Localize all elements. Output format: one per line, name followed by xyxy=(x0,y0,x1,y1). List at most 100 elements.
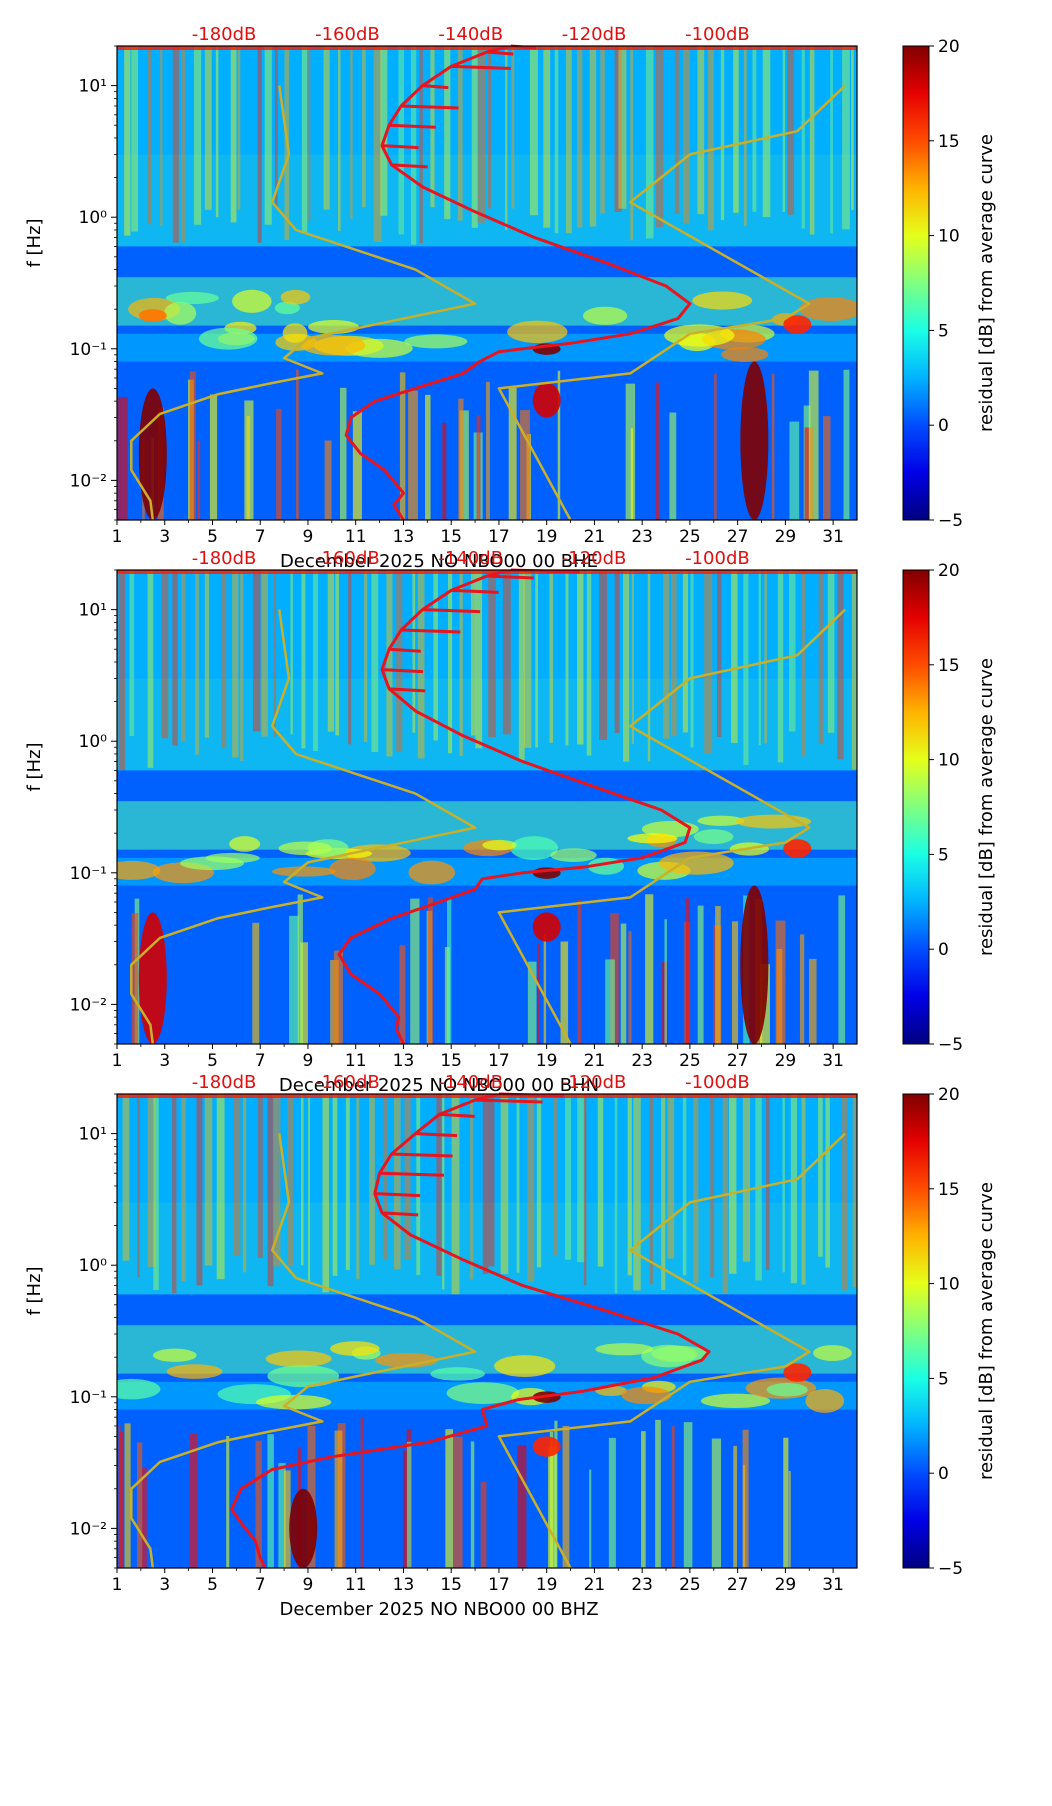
x-tick-label: 1 xyxy=(112,1575,123,1595)
colorbar-tick-label: 10 xyxy=(938,227,960,247)
x-tick-label: 23 xyxy=(631,1051,653,1071)
y-tick-label: 10¹ xyxy=(79,601,107,621)
high-residual-spot xyxy=(532,382,561,418)
x-tick-label: 7 xyxy=(255,1051,266,1071)
y-axis-label: f [Hz] xyxy=(24,218,45,267)
noise-curve-spike xyxy=(451,588,499,594)
colorbar-tick-label: −5 xyxy=(938,1559,963,1579)
colorbar-tick-label: −5 xyxy=(938,1035,963,1055)
x-tick-label: 3 xyxy=(159,527,170,547)
x-tick-label: 7 xyxy=(255,527,266,547)
noise-curve-spike xyxy=(401,104,459,110)
x-tick-label: 31 xyxy=(822,1051,844,1071)
colorbar-tick-label: 15 xyxy=(938,132,960,152)
x-tick-label: 27 xyxy=(727,1051,749,1071)
colorbar xyxy=(902,569,930,1045)
colorbar-label: residual [dB] from average curve xyxy=(976,134,997,432)
high-residual-spot xyxy=(138,388,167,520)
model-curve xyxy=(497,84,846,520)
noise-curve-spike xyxy=(381,144,419,150)
top-db-label: -140dB xyxy=(438,548,503,569)
noise-curve-spike xyxy=(422,608,481,614)
x-tick-label: 21 xyxy=(584,527,606,547)
top-db-label: -180dB xyxy=(192,548,257,569)
y-tick-label: 10⁻² xyxy=(70,995,107,1015)
x-tick-label: 29 xyxy=(775,527,797,547)
top-db-label: -140dB xyxy=(438,1072,503,1093)
x-tick-label: 11 xyxy=(345,527,367,547)
y-tick-label: 10¹ xyxy=(79,77,107,97)
x-tick-label: 23 xyxy=(631,527,653,547)
model-curve xyxy=(497,1132,846,1568)
x-tick-label: 19 xyxy=(536,1575,558,1595)
high-residual-spot xyxy=(783,1363,812,1382)
x-tick-label: 19 xyxy=(536,1051,558,1071)
top-db-label: -120dB xyxy=(562,1072,627,1093)
model-curve xyxy=(497,608,846,1044)
x-tick-label: 3 xyxy=(159,1051,170,1071)
model-curve xyxy=(130,85,477,520)
x-tick-label: 25 xyxy=(679,1575,701,1595)
x-tick-label: 17 xyxy=(488,1051,510,1071)
x-tick-label: 31 xyxy=(822,527,844,547)
x-tick-label: 21 xyxy=(584,1575,606,1595)
x-tick-label: 3 xyxy=(159,1575,170,1595)
noise-curve-spike xyxy=(422,84,449,90)
colorbar-tick-label: 20 xyxy=(938,561,960,581)
colorbar-tick-label: 5 xyxy=(938,845,949,865)
spectrogram-panel-bhn: 1 3 5 7 9 11 13 15 17 19 21 23 25 27 29 31 December 2025… xyxy=(0,524,1052,1124)
noise-curve-spike xyxy=(381,668,424,674)
heatmap-field xyxy=(117,570,857,1044)
noise-curve-spike xyxy=(401,628,461,634)
top-db-label: -180dB xyxy=(192,24,257,45)
x-axis-label: December 2025 NO NBO00 00 BHZ xyxy=(279,1599,598,1620)
top-db-label: -160dB xyxy=(315,1072,380,1093)
colorbar-tick-label: −5 xyxy=(938,511,963,531)
high-residual-spot xyxy=(532,1436,561,1457)
heatmap-field xyxy=(117,1094,857,1568)
colorbar-tick-label: 5 xyxy=(938,321,949,341)
x-tick-label: 9 xyxy=(303,1051,314,1071)
noise-curve-spike xyxy=(389,687,426,693)
x-tick-label: 1 xyxy=(112,527,123,547)
colorbar-tick-label: 15 xyxy=(938,1180,960,1200)
x-tick-label: 9 xyxy=(303,1575,314,1595)
top-db-label: -120dB xyxy=(562,548,627,569)
top-db-label: -160dB xyxy=(315,548,380,569)
noise-curve xyxy=(230,1094,711,1568)
y-tick-label: 10⁰ xyxy=(79,732,108,752)
y-tick-label: 10⁰ xyxy=(79,208,108,228)
colorbar-label: residual [dB] from average curve xyxy=(976,1182,997,1480)
x-tick-label: 27 xyxy=(727,527,749,547)
high-residual-spot xyxy=(532,912,561,942)
top-db-label: -120dB xyxy=(562,24,627,45)
high-residual-spot xyxy=(138,912,167,1044)
noise-curve-spike xyxy=(381,1211,419,1217)
plot-frame xyxy=(116,569,858,1045)
y-tick-label: 10⁻² xyxy=(70,471,107,491)
x-axis-label: December 2025 NO NBO00 00 BHE xyxy=(280,551,598,572)
x-tick-label: 11 xyxy=(345,1051,367,1071)
noise-curve-spike xyxy=(475,1098,543,1104)
noise-curve-spike xyxy=(389,123,436,129)
noise-curve-spike xyxy=(391,1152,453,1158)
x-tick-label: 5 xyxy=(207,527,218,547)
noise-curve-spike xyxy=(374,1192,421,1198)
spectrogram-panel-bhz: 1 3 5 7 9 11 13 15 17 19 21 23 25 27 29 31 December 2025… xyxy=(0,1048,1052,1648)
top-db-label: -100dB xyxy=(685,1072,750,1093)
noise-curve xyxy=(344,46,692,520)
noise-curve-spike xyxy=(379,1171,444,1177)
colorbar-tick-label: 20 xyxy=(938,37,960,57)
top-db-label: -100dB xyxy=(685,24,750,45)
colorbar-tick-label: 20 xyxy=(938,1085,960,1105)
high-residual-spot xyxy=(783,839,812,858)
x-tick-label: 13 xyxy=(393,1575,415,1595)
x-tick-label: 13 xyxy=(393,527,415,547)
colorbar xyxy=(902,1093,930,1569)
x-tick-label: 13 xyxy=(393,1051,415,1071)
x-tick-label: 11 xyxy=(345,1575,367,1595)
noise-curve-spike xyxy=(415,1132,458,1138)
colorbar-tick-label: 5 xyxy=(938,1369,949,1389)
